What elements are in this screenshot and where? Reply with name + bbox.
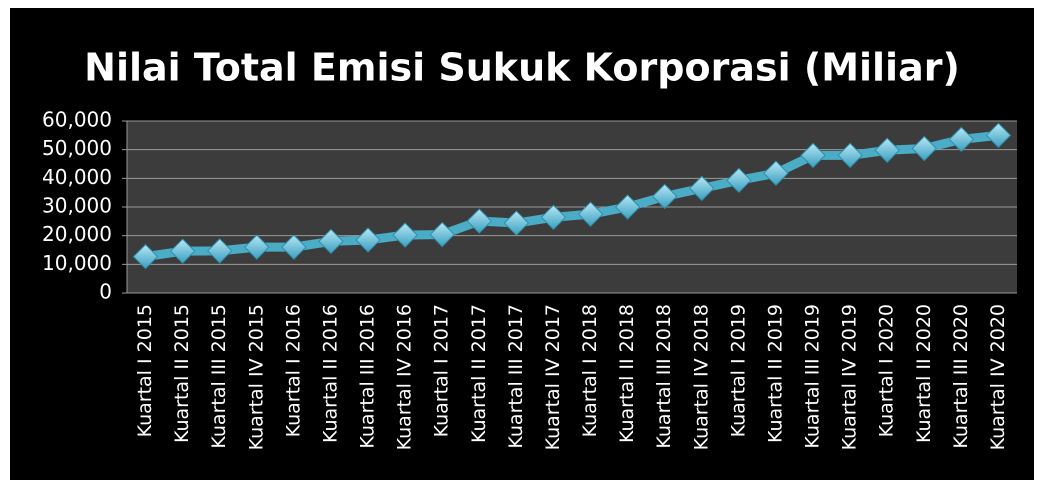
data-marker [355,227,381,253]
x-tick-label: Kuartal III 2016 [357,304,379,449]
x-tick-label: Kuartal II 2018 [616,304,638,443]
x-tick-label: Kuartal III 2019 [802,304,824,449]
x-tick-label: Kuartal II 2020 [913,304,935,443]
data-marker [318,228,344,255]
data-marker [132,243,159,270]
data-marker [837,142,863,169]
data-marker [948,126,975,153]
data-marker [689,175,715,202]
x-tick-label: Kuartal I 2017 [431,304,453,437]
data-marker [800,142,826,169]
data-marker [652,183,678,210]
x-tick-label: Kuartal IV 2016 [394,304,416,450]
x-tick-label: Kuartal I 2015 [134,304,156,437]
data-marker [577,201,604,227]
data-marker [763,160,789,186]
x-tick-label: Kuartal III 2017 [505,304,527,449]
data-marker [874,137,900,163]
y-tick-label: 20,000 [42,222,112,246]
data-marker [466,208,492,234]
data-marker [726,167,752,194]
x-tick-label: Kuartal III 2020 [950,304,972,449]
data-marker [911,135,937,162]
x-tick-label: Kuartal IV 2015 [245,304,267,450]
chart-title: Nilai Total Emisi Sukuk Korporasi (Milia… [84,46,960,90]
x-tick-label: Kuartal I 2018 [579,304,601,437]
data-marker [540,204,567,231]
x-tick-label: Kuartal I 2019 [727,304,749,437]
data-marker [207,238,233,264]
y-tick-label: 50,000 [42,136,112,160]
x-tick-label: Kuartal IV 2018 [690,304,712,450]
x-tick-label: Kuartal IV 2017 [542,304,564,450]
x-tick-label: Kuartal II 2017 [468,304,490,443]
y-tick-label: 10,000 [42,251,112,275]
data-marker [244,234,270,260]
y-tick-label: 30,000 [42,194,112,218]
x-tick-label: Kuartal IV 2019 [839,304,861,450]
x-tick-label: Kuartal I 2016 [282,304,304,437]
x-tick-label: Kuartal II 2019 [764,304,786,443]
data-marker [429,221,455,248]
x-tick-label: Kuartal III 2018 [653,304,675,449]
y-tick-label: 60,000 [42,108,112,132]
x-tick-label: Kuartal I 2020 [876,304,898,437]
data-marker [281,234,307,260]
y-tick-label: 0 [99,280,112,304]
x-tick-label: Kuartal II 2016 [319,304,341,443]
data-marker [392,222,418,248]
data-marker [985,122,1012,149]
data-marker [614,194,641,220]
x-tick-label: Kuartal IV 2020 [987,304,1009,450]
y-tick-label: 40,000 [42,165,112,189]
x-tick-label: Kuartal III 2015 [208,304,230,449]
x-tick-label: Kuartal II 2015 [171,304,193,443]
data-marker [169,238,196,264]
data-marker [503,210,530,236]
